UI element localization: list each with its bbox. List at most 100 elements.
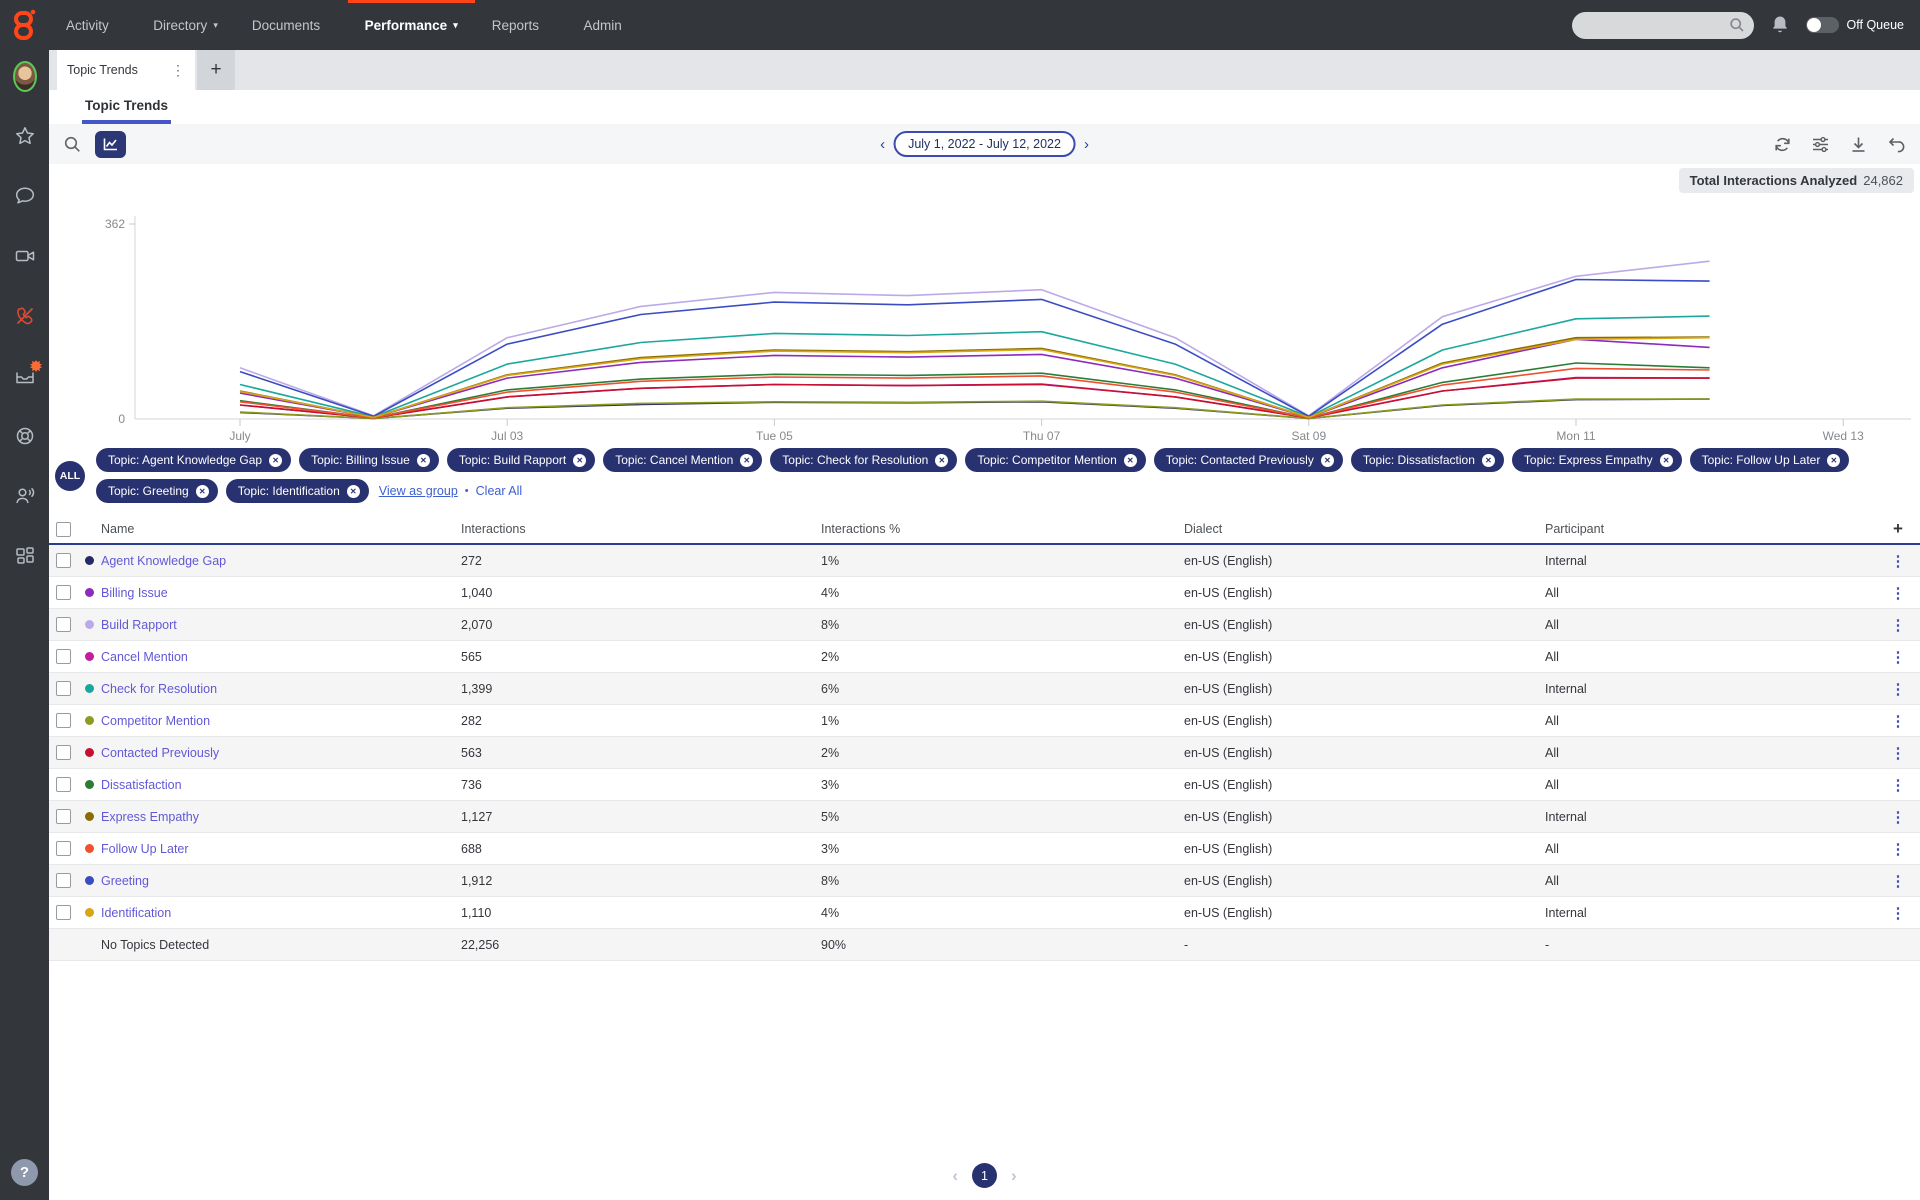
col-interactions-pct[interactable]: Interactions % bbox=[821, 522, 901, 536]
date-range-button[interactable]: July 1, 2022 - July 12, 2022 bbox=[893, 131, 1076, 157]
col-interactions[interactable]: Interactions bbox=[461, 522, 526, 536]
date-next-arrow[interactable]: › bbox=[1083, 135, 1089, 153]
off-queue-toggle[interactable] bbox=[1805, 17, 1839, 33]
col-name[interactable]: Name bbox=[101, 522, 135, 536]
remove-filter-icon[interactable]: ✕ bbox=[573, 453, 587, 467]
row-checkbox[interactable] bbox=[56, 777, 71, 792]
topic-name-link[interactable]: Follow Up Later bbox=[101, 841, 189, 856]
remove-filter-icon[interactable]: ✕ bbox=[1659, 453, 1673, 467]
target-icon[interactable] bbox=[13, 424, 37, 448]
topic-filter-pill[interactable]: Topic: Greeting ✕ bbox=[96, 479, 218, 503]
remove-filter-icon[interactable]: ✕ bbox=[346, 484, 360, 498]
genesys-logo[interactable] bbox=[0, 0, 49, 50]
page-prev-arrow[interactable]: ‹ bbox=[952, 1165, 958, 1185]
nav-item[interactable]: Documents ▾ bbox=[235, 0, 348, 50]
row-menu-kebab[interactable]: ⋮ bbox=[1890, 904, 1906, 922]
topic-filter-pill[interactable]: Topic: Build Rapport ✕ bbox=[446, 448, 596, 472]
row-menu-kebab[interactable]: ⋮ bbox=[1890, 680, 1906, 698]
topic-name-link[interactable]: Identification bbox=[101, 905, 172, 920]
row-checkbox[interactable] bbox=[56, 745, 71, 760]
topic-name-link[interactable]: Contacted Previously bbox=[101, 745, 220, 760]
topic-name-link[interactable]: Greeting bbox=[101, 873, 149, 888]
topic-filter-pill[interactable]: Topic: Express Empathy ✕ bbox=[1511, 448, 1682, 472]
tab-kebab-icon[interactable]: ⋮ bbox=[171, 61, 185, 78]
topic-name-link[interactable]: Dissatisfaction bbox=[101, 777, 182, 792]
help-icon[interactable]: ? bbox=[11, 1159, 38, 1186]
refresh-icon[interactable] bbox=[1773, 135, 1792, 154]
row-checkbox[interactable] bbox=[56, 713, 71, 728]
remove-filter-icon[interactable]: ✕ bbox=[740, 453, 754, 467]
topic-name-link[interactable]: Competitor Mention bbox=[101, 713, 211, 728]
page-next-arrow[interactable]: › bbox=[1011, 1165, 1017, 1185]
search-input[interactable] bbox=[1571, 11, 1754, 39]
select-all-checkbox[interactable] bbox=[56, 521, 71, 537]
phone-disabled-icon[interactable] bbox=[13, 304, 37, 328]
apps-grid-icon[interactable] bbox=[13, 544, 37, 568]
topic-filter-pill[interactable]: Topic: Billing Issue ✕ bbox=[299, 448, 439, 472]
row-menu-kebab[interactable]: ⋮ bbox=[1890, 552, 1906, 570]
row-menu-kebab[interactable]: ⋮ bbox=[1890, 744, 1906, 762]
notifications-bell-icon[interactable] bbox=[1770, 14, 1790, 36]
row-menu-kebab[interactable]: ⋮ bbox=[1890, 840, 1906, 858]
download-icon[interactable] bbox=[1849, 135, 1868, 154]
remove-filter-icon[interactable]: ✕ bbox=[1320, 453, 1334, 467]
favorites-star-icon[interactable] bbox=[13, 124, 37, 148]
topic-filter-pill[interactable]: Topic: Identification ✕ bbox=[225, 479, 369, 503]
remove-filter-icon[interactable]: ✕ bbox=[269, 453, 283, 467]
remove-filter-icon[interactable]: ✕ bbox=[195, 484, 209, 498]
nav-item[interactable]: Activity ▾ bbox=[49, 0, 136, 50]
video-icon[interactable] bbox=[13, 244, 37, 268]
nav-item[interactable]: Performance ▾ bbox=[347, 0, 475, 50]
topic-name-link[interactable]: Cancel Mention bbox=[101, 649, 188, 664]
remove-filter-icon[interactable]: ✕ bbox=[1481, 453, 1495, 467]
add-tab-button[interactable]: + bbox=[197, 50, 235, 90]
topic-filter-pill[interactable]: Topic: Contacted Previously ✕ bbox=[1153, 448, 1343, 472]
workspace-tab[interactable]: Topic Trends ⋮ bbox=[57, 50, 195, 90]
trend-line-chart[interactable]: 362 0 July Jul 03 Tue 05 Thu 07 Sat 09 Mon 11 We… bbox=[49, 164, 1920, 446]
topic-filter-pill[interactable]: Topic: Cancel Mention ✕ bbox=[603, 448, 763, 472]
topic-filter-pill[interactable]: Topic: Check for Resolution ✕ bbox=[770, 448, 958, 472]
search-icon[interactable] bbox=[63, 135, 82, 154]
remove-filter-icon[interactable]: ✕ bbox=[1123, 453, 1137, 467]
user-avatar[interactable] bbox=[12, 60, 37, 92]
row-menu-kebab[interactable]: ⋮ bbox=[1890, 808, 1906, 826]
add-column-button[interactable]: + bbox=[1893, 519, 1903, 538]
remove-filter-icon[interactable]: ✕ bbox=[416, 453, 430, 467]
current-page-button[interactable]: 1 bbox=[972, 1163, 997, 1188]
row-checkbox[interactable] bbox=[56, 649, 71, 664]
topic-filter-pill[interactable]: Topic: Dissatisfaction ✕ bbox=[1350, 448, 1504, 472]
topic-name-link[interactable]: Build Rapport bbox=[101, 617, 177, 632]
row-menu-kebab[interactable]: ⋮ bbox=[1890, 712, 1906, 730]
row-menu-kebab[interactable]: ⋮ bbox=[1890, 648, 1906, 666]
inbox-icon[interactable] bbox=[13, 360, 42, 388]
row-checkbox[interactable] bbox=[56, 841, 71, 856]
row-checkbox[interactable] bbox=[56, 681, 71, 696]
remove-filter-icon[interactable]: ✕ bbox=[935, 453, 949, 467]
topic-name-link[interactable]: Agent Knowledge Gap bbox=[101, 553, 227, 568]
row-checkbox[interactable] bbox=[56, 809, 71, 824]
filter-settings-icon[interactable] bbox=[1811, 135, 1830, 154]
view-as-group-link[interactable]: View as group bbox=[378, 484, 458, 498]
row-menu-kebab[interactable]: ⋮ bbox=[1890, 616, 1906, 634]
row-checkbox[interactable] bbox=[56, 905, 71, 920]
topic-filter-pill[interactable]: Topic: Follow Up Later ✕ bbox=[1689, 448, 1850, 472]
chat-icon[interactable] bbox=[13, 184, 37, 208]
topic-name-link[interactable]: Express Empathy bbox=[101, 809, 199, 824]
topic-name-link[interactable]: No Topics Detected bbox=[101, 937, 210, 952]
tab-topic-trends[interactable]: Topic Trends bbox=[82, 92, 172, 124]
col-dialect[interactable]: Dialect bbox=[1184, 522, 1223, 536]
remove-filter-icon[interactable]: ✕ bbox=[1827, 453, 1841, 467]
topic-name-link[interactable]: Billing Issue bbox=[101, 585, 168, 600]
col-participant[interactable]: Participant bbox=[1545, 522, 1605, 536]
date-prev-arrow[interactable]: ‹ bbox=[880, 135, 886, 153]
row-checkbox[interactable] bbox=[56, 585, 71, 600]
row-menu-kebab[interactable]: ⋮ bbox=[1890, 776, 1906, 794]
clear-all-link[interactable]: Clear All bbox=[475, 484, 523, 498]
topic-name-link[interactable]: Check for Resolution bbox=[101, 681, 218, 696]
agent-voice-icon[interactable] bbox=[13, 484, 37, 508]
undo-icon[interactable] bbox=[1887, 135, 1906, 154]
row-menu-kebab[interactable]: ⋮ bbox=[1890, 872, 1906, 890]
line-chart-toggle-button[interactable] bbox=[95, 130, 126, 158]
row-checkbox[interactable] bbox=[56, 617, 71, 632]
nav-item[interactable]: Admin ▾ bbox=[567, 0, 650, 50]
